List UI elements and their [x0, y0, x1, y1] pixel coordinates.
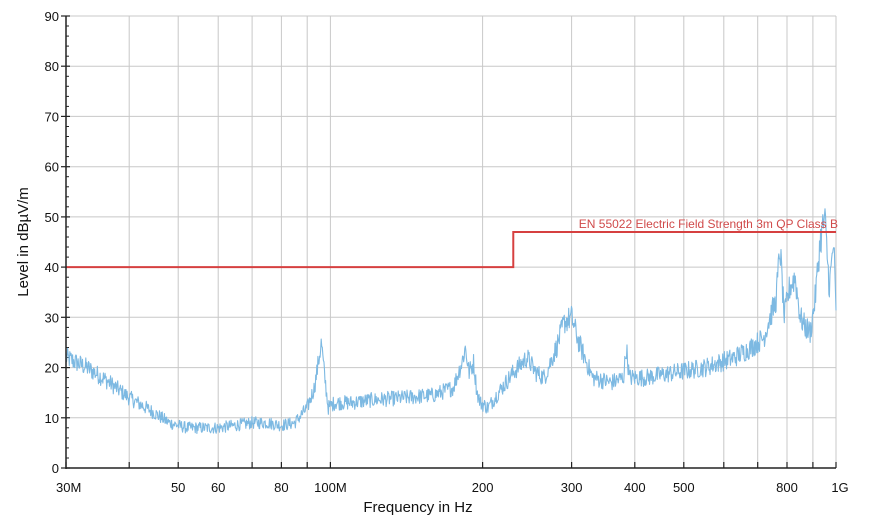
x-tick-label: 1G [831, 480, 848, 495]
x-tick-label: 80 [274, 480, 288, 495]
axes [65, 16, 836, 469]
x-tick-label: 60 [211, 480, 225, 495]
y-tick-label: 90 [45, 9, 59, 24]
measurement-trace [65, 208, 837, 434]
x-tick-label: 100M [314, 480, 347, 495]
x-tick-label: 300 [561, 480, 583, 495]
x-tick-label: 50 [171, 480, 185, 495]
limit-line-label: EN 55022 Electric Field Strength 3m QP C… [579, 217, 838, 231]
y-tick-label: 40 [45, 260, 59, 275]
y-tick-labels: 0 10 20 30 40 50 60 70 80 90 [45, 9, 59, 476]
y-axis-title: Level in dBµV/m [15, 187, 32, 297]
y-tick-label: 70 [45, 109, 59, 124]
x-axis-title: Frequency in Hz [363, 499, 472, 516]
limit-line [66, 230, 836, 269]
x-tick-label: 30M [56, 480, 81, 495]
y-tick-label: 0 [52, 461, 59, 476]
x-tick-labels: 30M 50 60 80 100M 200 300 400 500 800 1G [56, 480, 849, 495]
x-tick-label: 500 [673, 480, 695, 495]
x-tick-label: 800 [776, 480, 798, 495]
plot-background [66, 16, 836, 468]
x-tick-label: 200 [472, 480, 494, 495]
y-tick-label: 50 [45, 210, 59, 225]
y-tick-label: 60 [45, 160, 59, 175]
series-layer [65, 208, 837, 434]
y-tick-label: 20 [45, 361, 59, 376]
y-tick-label: 10 [45, 411, 59, 426]
x-gridlines [65, 16, 837, 468]
x-tick-label: 400 [624, 480, 646, 495]
y-tick-label: 80 [45, 59, 59, 74]
y-tick-label: 30 [45, 310, 59, 325]
